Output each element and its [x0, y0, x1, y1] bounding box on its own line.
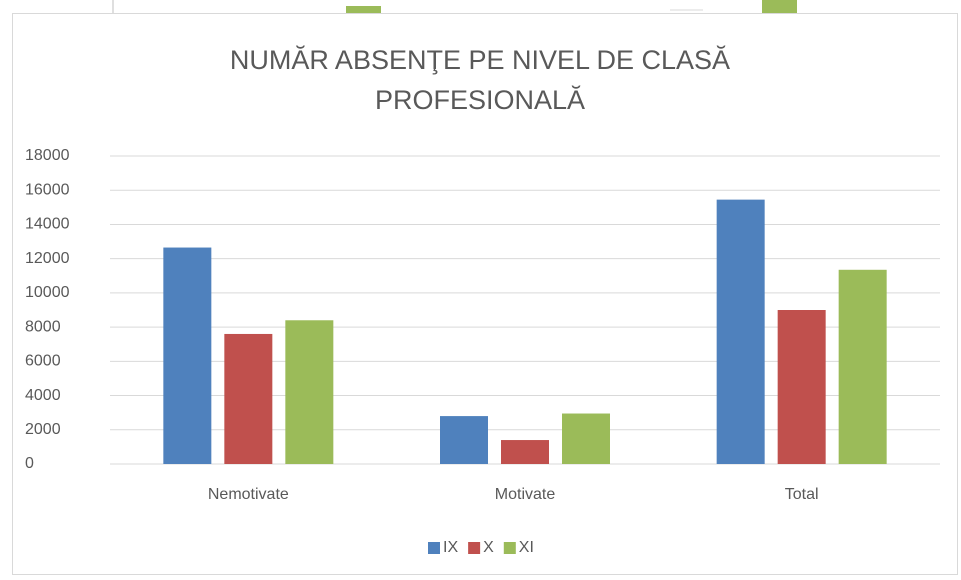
bar [440, 416, 488, 464]
bar [716, 199, 765, 464]
x-tick-label: Total [785, 486, 819, 503]
chart-title: NUMĂR ABSENŢE PE NIVEL DE CLASĂ PROFESIO… [229, 45, 731, 115]
bar [777, 310, 826, 464]
y-tick-label: 6000 [25, 353, 61, 370]
y-tick-label: 0 [25, 455, 34, 472]
y-tick-label: 10000 [25, 284, 70, 301]
y-tick-label: 14000 [25, 216, 70, 233]
y-tick-label: 8000 [25, 318, 61, 335]
legend-swatch [428, 542, 440, 554]
bar [285, 320, 334, 464]
legend-label: XI [519, 539, 534, 556]
y-tick-label: 16000 [25, 181, 70, 198]
y-tick-label: 2000 [25, 421, 61, 438]
legend-swatch [468, 542, 481, 554]
fragment [346, 6, 381, 13]
x-tick-label: Motivate [495, 486, 556, 503]
bar [838, 269, 887, 464]
legend-label: IX [443, 539, 458, 556]
y-tick-label: 18000 [25, 147, 70, 164]
y-tick-label: 4000 [25, 387, 61, 404]
legend-label: X [483, 539, 494, 556]
bar [163, 247, 212, 464]
y-tick-label: 12000 [25, 250, 70, 267]
bar [501, 440, 549, 464]
legend-swatch [503, 542, 516, 554]
bar [224, 333, 273, 464]
fragment [762, 0, 797, 13]
x-tick-label: Nemotivate [208, 486, 289, 503]
bar [562, 413, 610, 464]
